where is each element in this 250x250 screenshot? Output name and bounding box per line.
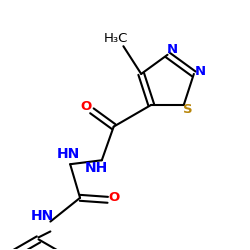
Text: H₃C: H₃C (103, 32, 128, 45)
Text: N: N (195, 66, 206, 78)
Text: O: O (80, 100, 92, 113)
Text: HN: HN (56, 147, 80, 161)
Text: S: S (183, 103, 192, 116)
Text: N: N (167, 43, 178, 56)
Text: HN: HN (31, 209, 54, 223)
Text: O: O (108, 191, 119, 204)
Text: NH: NH (85, 161, 108, 175)
